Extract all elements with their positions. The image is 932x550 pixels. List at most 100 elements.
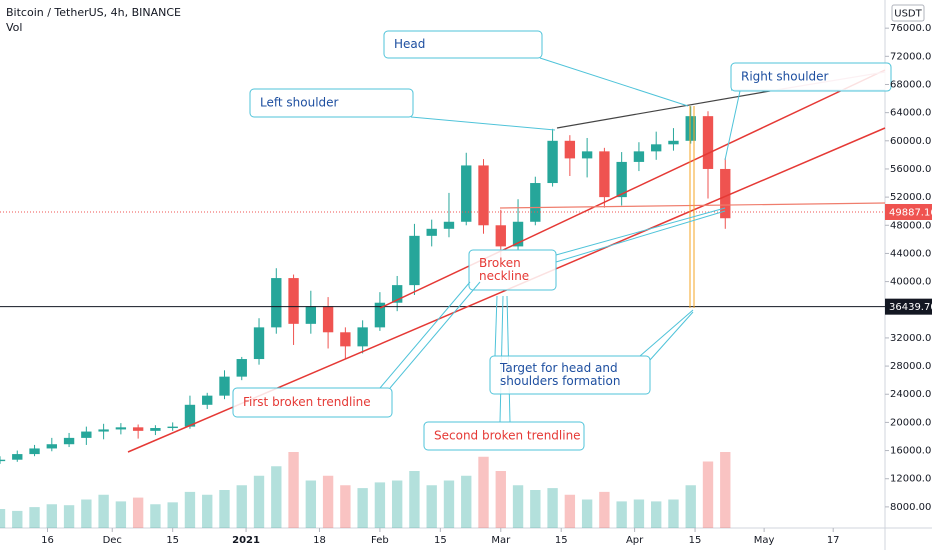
callout-box — [423, 421, 585, 451]
candle-body — [461, 165, 472, 222]
volume-bar — [236, 485, 247, 528]
candle-body — [0, 459, 6, 462]
callout-text: Right shoulder — [741, 70, 829, 84]
callout-text: Head — [394, 37, 425, 51]
volume-bar — [12, 510, 23, 528]
y-tick-label: 20000.00 — [890, 417, 932, 428]
volume-bar — [81, 499, 92, 528]
candle-body — [12, 454, 23, 460]
candle-body — [547, 140, 558, 184]
volume-bar — [357, 488, 368, 528]
currency-box[interactable] — [891, 4, 925, 22]
x-tick-label: 18 — [313, 535, 326, 546]
y-tick-label: 44000.00 — [890, 248, 932, 259]
price-tag-label: 49887.16 — [889, 207, 932, 218]
volume-label: Vol — [6, 21, 22, 34]
volume-bar — [461, 475, 472, 528]
candle-body — [150, 428, 161, 431]
y-tick-label: 32000.00 — [890, 333, 932, 344]
volume-bar — [495, 471, 506, 528]
shoulder-line — [556, 90, 771, 129]
y-tick-label: 68000.00 — [890, 79, 932, 90]
volume-bar — [219, 490, 230, 528]
candle-body — [340, 332, 351, 347]
volume-bar — [547, 488, 558, 528]
callout-text: neckline — [479, 269, 529, 283]
y-tick-label: 8000.00 — [890, 502, 931, 513]
candle-body — [202, 395, 213, 405]
chart-title: Bitcoin / TetherUS, 4h, BINANCE — [6, 6, 181, 19]
price-tag — [885, 298, 932, 315]
x-tick-label: 15 — [434, 535, 447, 546]
callout-box — [489, 355, 651, 395]
y-tick-label: 72000.00 — [890, 51, 932, 62]
x-tick-label: 17 — [827, 535, 840, 546]
volume-bar — [633, 499, 645, 528]
volume-bar — [288, 452, 299, 528]
callout-box — [383, 30, 543, 59]
candle-body — [81, 431, 92, 438]
y-tick-label: 64000.00 — [890, 108, 932, 119]
candle-body — [184, 404, 196, 427]
candle-body — [478, 165, 489, 226]
volume-bar — [720, 452, 731, 528]
callout-box — [468, 249, 557, 291]
volume-bar — [530, 490, 541, 528]
candle-body — [288, 278, 299, 324]
candle-body — [530, 183, 541, 222]
price-tag-label: 36439.70 — [889, 302, 932, 313]
candle-body — [651, 144, 662, 152]
annotations: Head Left shoulder Right shoulder Brokennec… — [232, 30, 892, 451]
volume-bar — [184, 491, 196, 528]
candle-body — [426, 228, 437, 236]
y-tick-label: 28000.00 — [890, 361, 932, 372]
candle-body — [685, 116, 696, 141]
trendline — [379, 69, 886, 309]
callout-box — [730, 62, 892, 92]
volume-bar — [685, 485, 696, 528]
callout-pointer — [389, 281, 481, 389]
volume-bar — [426, 485, 437, 528]
volume-bar — [702, 461, 714, 528]
x-tick-label: Feb — [371, 535, 389, 546]
candle-body — [29, 448, 40, 455]
volume-bar — [374, 482, 386, 528]
candle-body — [236, 359, 247, 377]
volume-bar — [132, 497, 144, 528]
y-tick-label: 48000.00 — [890, 220, 932, 231]
candle-body — [374, 302, 386, 328]
x-tick-label: Mar — [491, 535, 511, 546]
volume-bar — [271, 466, 282, 528]
neckline — [499, 202, 886, 209]
volume-bar — [409, 471, 420, 528]
candle-body — [46, 444, 57, 449]
y-tick-label: 16000.00 — [890, 446, 932, 457]
callout-text: First broken trendline — [243, 395, 371, 409]
callout-pointer — [379, 281, 471, 389]
candle-body — [616, 161, 627, 198]
volume-bar — [564, 494, 576, 528]
candle-body — [322, 306, 334, 333]
candle-body — [581, 151, 593, 159]
callout-pointer — [724, 90, 741, 161]
volume-bar — [668, 499, 679, 528]
volume-bar — [443, 480, 455, 528]
volume-bar — [512, 485, 524, 528]
callout-box — [249, 88, 414, 118]
candle-body — [633, 151, 645, 162]
callout-box — [232, 387, 393, 418]
x-tick-label: 15 — [689, 535, 702, 546]
candle-body — [668, 140, 679, 145]
volume-bar — [0, 509, 6, 528]
candle-body — [564, 140, 576, 159]
candle-body — [702, 116, 714, 169]
candle-body — [132, 427, 144, 431]
price-tag — [885, 203, 932, 220]
candle-body — [63, 437, 75, 445]
candle-body — [98, 429, 109, 432]
y-tick-label: 76000.00 — [890, 23, 932, 34]
candle-body — [357, 327, 368, 347]
volume-bar — [253, 475, 265, 528]
y-tick-label: 52000.00 — [890, 192, 932, 203]
